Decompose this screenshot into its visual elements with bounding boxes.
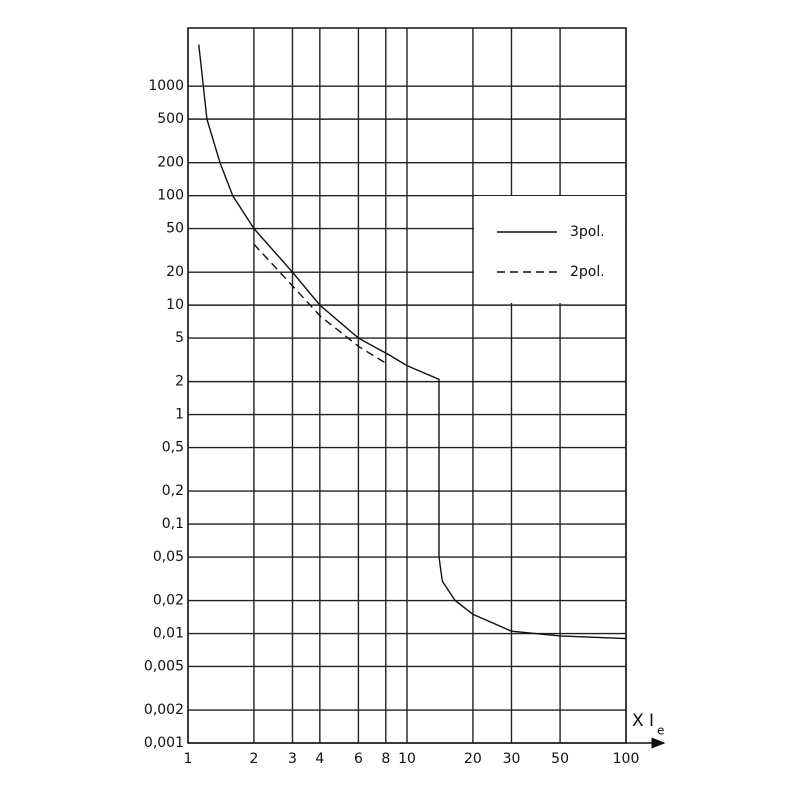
x-tick-label: 6 xyxy=(354,751,363,767)
y-tick-label: 100 xyxy=(157,188,184,204)
y-tick-label: 20 xyxy=(166,264,184,280)
y-tick-label: 10 xyxy=(166,297,184,313)
y-tick-label: 0,02 xyxy=(153,593,184,609)
x-tick-label: 3 xyxy=(288,751,297,767)
series-line xyxy=(253,243,387,364)
legend-box xyxy=(474,196,625,303)
x-tick-label: 100 xyxy=(613,751,640,767)
y-tick-label: 2 xyxy=(175,374,184,390)
y-tick-label: 500 xyxy=(157,111,184,127)
y-tick-label: 0,2 xyxy=(162,483,184,499)
y-tick-label: 1 xyxy=(175,407,184,423)
x-tick-label: 8 xyxy=(381,751,390,767)
legend-label: 2pol. xyxy=(570,264,605,280)
y-tick-label: 5 xyxy=(175,330,184,346)
y-tick-label: 200 xyxy=(157,155,184,171)
y-tick-label: 0,1 xyxy=(162,516,184,532)
x-tick-label: 2 xyxy=(249,751,258,767)
y-tick-label: 0,5 xyxy=(162,440,184,456)
x-tick-label: 20 xyxy=(464,751,482,767)
y-tick-label: 1000 xyxy=(148,78,184,94)
x-tick-label: 30 xyxy=(503,751,521,767)
y-tick-label: 0,002 xyxy=(144,702,184,718)
legend-label: 3pol. xyxy=(570,224,605,240)
y-tick-label: 0,001 xyxy=(144,735,184,751)
y-tick-label: 0,01 xyxy=(153,626,184,642)
plot-frame xyxy=(187,27,627,744)
x-axis-label: X I xyxy=(632,711,654,731)
y-tick-label: 0,005 xyxy=(144,658,184,674)
x-tick-label: 10 xyxy=(398,751,416,767)
y-tick-label: 50 xyxy=(166,221,184,237)
x-axis-label-subscript: e xyxy=(657,724,664,738)
y-tick-label: 0,05 xyxy=(153,549,184,565)
x-tick-label: 50 xyxy=(551,751,569,767)
x-tick-label: 4 xyxy=(315,751,324,767)
x-tick-label: 1 xyxy=(184,751,193,767)
series-line xyxy=(198,44,627,640)
